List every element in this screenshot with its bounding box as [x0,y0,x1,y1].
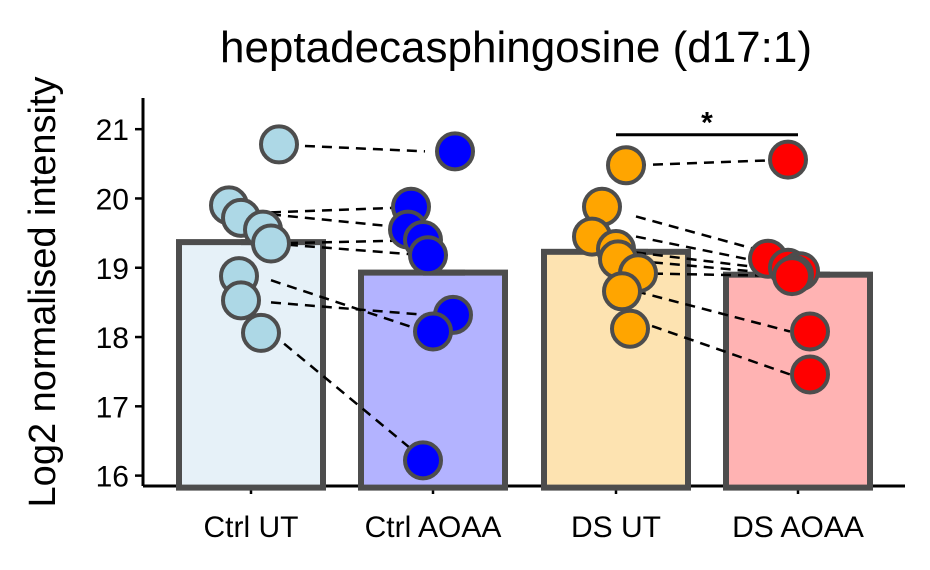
y-tick-label: 19 [96,253,129,286]
data-point [790,354,830,395]
data-point [413,311,453,352]
pair-line [635,319,791,376]
data-point [251,223,291,264]
pair-line [635,215,791,260]
pair-line [635,235,791,269]
pair-line [270,242,426,257]
y-tick-label: 18 [96,322,129,355]
data-point [241,312,281,353]
data-point [408,235,448,276]
significance-label: * [701,107,713,140]
y-axis-title: Log2 normalised intensity [22,77,64,508]
pair-line [635,290,791,333]
y-tick-label: 17 [96,391,129,424]
pair-line [270,301,426,317]
data-point [435,131,475,172]
x-tick-label: DS UT [571,511,661,544]
x-tick-label: Ctrl AOAA [365,511,502,544]
data-point [259,124,299,165]
pair-line [635,158,791,167]
chart-title: heptadecasphingosine (d17:1) [220,23,812,72]
y-tick-label: 16 [96,461,129,494]
data-point [772,256,812,297]
data-point [606,145,646,186]
pair-line [635,251,791,273]
y-tick-label: 21 [96,114,129,147]
data-point [602,271,642,312]
y-tick-label: 20 [96,183,129,216]
data-point [768,139,808,180]
x-tick-label: Ctrl UT [204,511,299,544]
data-point [610,308,650,349]
x-tick-label: DS AOAA [732,511,864,544]
plot-area: 16 17 18 19 20 21 Ctrl UT Ctrl AOAA DS UT DS AOAA… [96,98,905,544]
data-point [221,280,261,321]
data-point [403,440,443,481]
data-point [790,311,830,352]
